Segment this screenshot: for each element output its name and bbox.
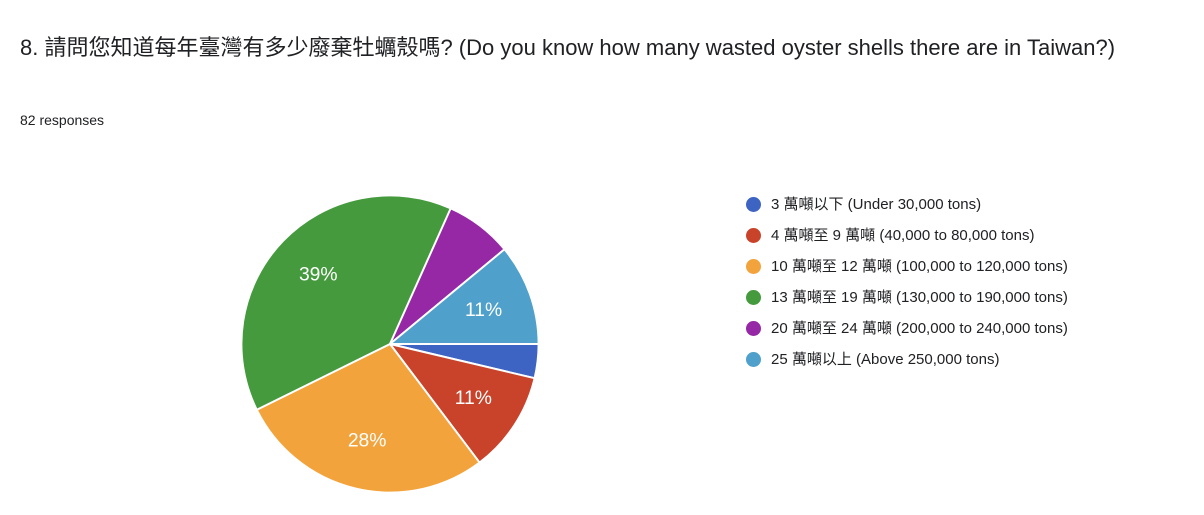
- legend-label: 25 萬噸以上 (Above 250,000 tons): [771, 351, 1000, 368]
- legend-color-dot: [746, 197, 761, 212]
- chart-legend: 3 萬噸以下 (Under 30,000 tons) 4 萬噸至 9 萬噸 (40…: [746, 190, 1150, 376]
- legend-color-dot: [746, 321, 761, 336]
- legend-item-1: 4 萬噸至 9 萬噸 (40,000 to 80,000 tons): [746, 221, 1150, 250]
- legend-label: 3 萬噸以下 (Under 30,000 tons): [771, 196, 982, 213]
- legend-color-dot: [746, 259, 761, 274]
- legend-color-dot: [746, 352, 761, 367]
- pie-slice-percent-label: 39%: [299, 264, 338, 285]
- legend-label: 4 萬噸至 9 萬噸 (40,000 to 80,000 tons): [771, 227, 1035, 244]
- pie-chart-area: 11% 28% 39% 11%: [234, 188, 546, 500]
- legend-item-2: 10 萬噸至 12 萬噸 (100,000 to 120,000 tons): [746, 252, 1150, 281]
- legend-item-4: 20 萬噸至 24 萬噸 (200,000 to 240,000 tons): [746, 314, 1150, 343]
- pie-slice-2[interactable]: [255, 343, 481, 494]
- legend-label: 20 萬噸至 24 萬噸 (200,000 to 240,000 tons): [771, 320, 1068, 337]
- legend-label: 13 萬噸至 19 萬噸 (130,000 to 190,000 tons): [771, 289, 1068, 306]
- pie-slice-1[interactable]: [389, 343, 536, 464]
- question-title: 8. 請問您知道每年臺灣有多少廢棄牡蠣殼嗎? (Do you know how …: [20, 35, 1116, 60]
- responses-count: 82 responses: [20, 112, 105, 128]
- pie-slice-3[interactable]: [240, 194, 452, 411]
- legend-item-3: 13 萬噸至 19 萬噸 (130,000 to 190,000 tons): [746, 283, 1150, 312]
- legend-color-dot: [746, 228, 761, 243]
- pie-slice-percent-label: 11%: [455, 388, 492, 409]
- pie-slice-percent-label: 11%: [465, 300, 502, 321]
- legend-color-dot: [746, 290, 761, 305]
- legend-label: 10 萬噸至 12 萬噸 (100,000 to 120,000 tons): [771, 258, 1068, 275]
- legend-item-0: 3 萬噸以下 (Under 30,000 tons): [746, 190, 1150, 219]
- pie-slice-5[interactable]: [389, 248, 540, 345]
- pie-slice-percent-label: 28%: [348, 430, 387, 451]
- pie-chart: 11% 28% 39% 11%: [240, 194, 540, 494]
- legend-item-5: 25 萬噸以上 (Above 250,000 tons): [746, 345, 1150, 374]
